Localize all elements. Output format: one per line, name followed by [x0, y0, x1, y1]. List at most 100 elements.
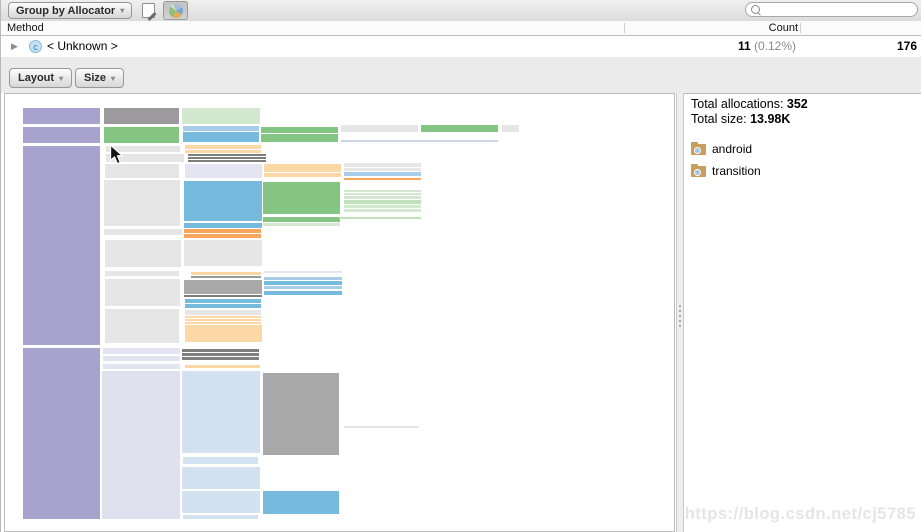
treemap-cell[interactable] — [263, 182, 340, 214]
treemap-cell[interactable] — [103, 356, 180, 361]
package-item-android[interactable]: android — [691, 141, 752, 156]
treemap-cell[interactable] — [191, 272, 261, 275]
treemap-cell[interactable] — [105, 164, 179, 178]
treemap-cell[interactable] — [261, 127, 338, 133]
column-header-count[interactable]: Count — [768, 22, 798, 34]
treemap-cell[interactable] — [23, 146, 100, 345]
search-input[interactable] — [760, 4, 917, 15]
treemap-cell[interactable] — [344, 196, 421, 199]
treemap-cell[interactable] — [104, 127, 179, 143]
column-header-method[interactable]: Method — [7, 22, 44, 34]
treemap-cell[interactable] — [104, 108, 179, 124]
treemap-cell[interactable] — [263, 223, 340, 226]
treemap-cell[interactable] — [261, 134, 338, 142]
column-divider[interactable] — [800, 23, 801, 33]
treemap-cell[interactable] — [182, 371, 260, 453]
treemap-cell[interactable] — [344, 193, 421, 195]
treemap-cell[interactable] — [185, 316, 261, 318]
treemap-cell[interactable] — [103, 364, 180, 369]
treemap-cell[interactable] — [184, 240, 262, 266]
treemap-cell[interactable] — [182, 491, 260, 513]
treemap-cell[interactable] — [344, 168, 421, 171]
treemap-cell[interactable] — [264, 286, 342, 289]
treemap-cell[interactable] — [184, 234, 261, 238]
treemap-view-toggle-button[interactable] — [163, 1, 188, 20]
treemap-cell[interactable] — [188, 160, 266, 162]
treemap-cell[interactable] — [184, 295, 262, 297]
treemap-cell[interactable] — [105, 309, 179, 343]
expand-arrow-icon[interactable]: ▶ — [11, 41, 18, 51]
package-item-transition[interactable]: transition — [691, 163, 761, 178]
treemap-cell[interactable] — [185, 304, 261, 308]
vertical-splitter[interactable] — [676, 93, 684, 532]
treemap-cell[interactable] — [106, 146, 180, 152]
treemap-cell[interactable] — [105, 279, 180, 306]
treemap-cell[interactable] — [188, 157, 266, 159]
treemap-cell[interactable] — [264, 291, 342, 295]
treemap-cell[interactable] — [264, 173, 341, 177]
treemap-cell[interactable] — [105, 240, 181, 267]
treemap-cell[interactable] — [339, 217, 421, 219]
treemap-cell[interactable] — [23, 127, 100, 143]
treemap-cell[interactable] — [106, 154, 184, 162]
treemap-cell[interactable] — [182, 357, 259, 360]
treemap-cell[interactable] — [344, 209, 421, 212]
treemap-cell[interactable] — [185, 150, 261, 153]
treemap-cell[interactable] — [102, 371, 180, 519]
treemap-cell[interactable] — [183, 132, 259, 142]
treemap-cell[interactable] — [182, 108, 260, 124]
treemap-cell[interactable] — [344, 426, 419, 428]
treemap-cell[interactable] — [185, 164, 262, 178]
treemap-cell[interactable] — [263, 373, 339, 455]
treemap-cell[interactable] — [264, 277, 342, 280]
layout-dropdown[interactable]: Layout ▾ — [9, 68, 73, 88]
column-divider[interactable] — [624, 23, 625, 33]
treemap-cell[interactable] — [183, 457, 258, 464]
treemap-cell[interactable] — [182, 353, 259, 356]
vertical-splitter-grip[interactable] — [679, 305, 681, 327]
treemap-cell[interactable] — [184, 223, 262, 228]
treemap-cell[interactable] — [104, 229, 182, 235]
treemap-cell[interactable] — [23, 348, 100, 519]
treemap-cell[interactable] — [185, 322, 261, 324]
treemap-cell[interactable] — [263, 491, 339, 514]
treemap-cell[interactable] — [183, 126, 259, 131]
treemap-cell[interactable] — [185, 299, 261, 303]
treemap-cell[interactable] — [185, 310, 261, 315]
treemap-cell[interactable] — [191, 276, 261, 278]
edit-filter-button[interactable] — [136, 1, 161, 22]
treemap-cell[interactable] — [105, 271, 179, 276]
treemap-cell[interactable] — [184, 280, 262, 294]
group-by-allocator-dropdown[interactable]: Group by Allocator ▾ — [8, 2, 133, 19]
treemap-cell[interactable] — [184, 229, 261, 233]
treemap-cell[interactable] — [344, 172, 421, 176]
treemap-cell[interactable] — [264, 271, 342, 273]
treemap-cell[interactable] — [185, 145, 261, 149]
treemap-cell[interactable] — [264, 164, 341, 172]
treemap-cell[interactable] — [263, 217, 340, 222]
treemap-cell[interactable] — [185, 365, 260, 368]
treemap-cell[interactable] — [184, 181, 262, 221]
treemap-cell[interactable] — [185, 319, 261, 321]
treemap-cell[interactable] — [421, 125, 498, 132]
treemap-cell[interactable] — [182, 467, 260, 489]
treemap-cell[interactable] — [341, 125, 418, 132]
table-row[interactable]: ▶ c < Unknown > 11 (0.12%) 176 — [1, 36, 921, 58]
treemap-cell[interactable] — [103, 348, 180, 354]
treemap-cell[interactable] — [344, 163, 421, 167]
treemap-cell[interactable] — [341, 140, 498, 142]
treemap-cell[interactable] — [182, 349, 259, 352]
treemap-cell[interactable] — [502, 125, 519, 132]
treemap-cell[interactable] — [264, 281, 342, 285]
size-dropdown[interactable]: Size ▾ — [75, 68, 125, 88]
treemap-cell[interactable] — [344, 178, 421, 180]
treemap-cell[interactable] — [185, 325, 262, 342]
treemap-cell[interactable] — [344, 190, 421, 192]
treemap-cell[interactable] — [188, 154, 266, 156]
treemap-cell[interactable] — [23, 108, 100, 124]
treemap-cell[interactable] — [104, 180, 180, 226]
search-field[interactable] — [745, 2, 918, 17]
treemap-cell[interactable] — [344, 205, 421, 208]
treemap-cell[interactable] — [344, 200, 421, 204]
treemap-cell[interactable] — [183, 515, 258, 519]
